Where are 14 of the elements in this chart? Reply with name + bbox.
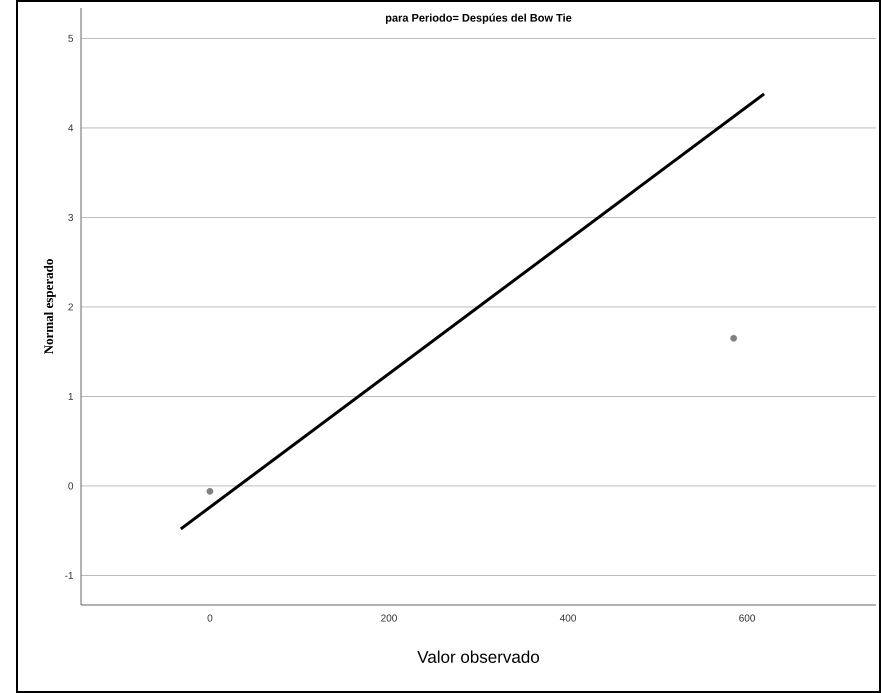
x-tick-label: 600 — [739, 614, 756, 622]
y-tick-label: 5 — [68, 34, 74, 42]
x-tick-label: 200 — [381, 614, 397, 622]
x-tick-label: 0 — [208, 614, 212, 622]
y-tick-label: 3 — [68, 214, 74, 221]
chart-title: para Periodo= Despúes del Bow Tie — [386, 14, 572, 24]
x-tick-label: 400 — [560, 614, 576, 622]
y-axis-title: Normal esperado — [44, 259, 56, 354]
y-tick-label: 4 — [68, 124, 74, 132]
y-tick-label: 1 — [68, 392, 73, 400]
y-tick-label: 0 — [68, 482, 74, 490]
x-axis-title: Valor observado — [417, 650, 540, 663]
y-tick-label: -1 — [65, 572, 73, 579]
y-tick-label: 2 — [68, 303, 73, 310]
